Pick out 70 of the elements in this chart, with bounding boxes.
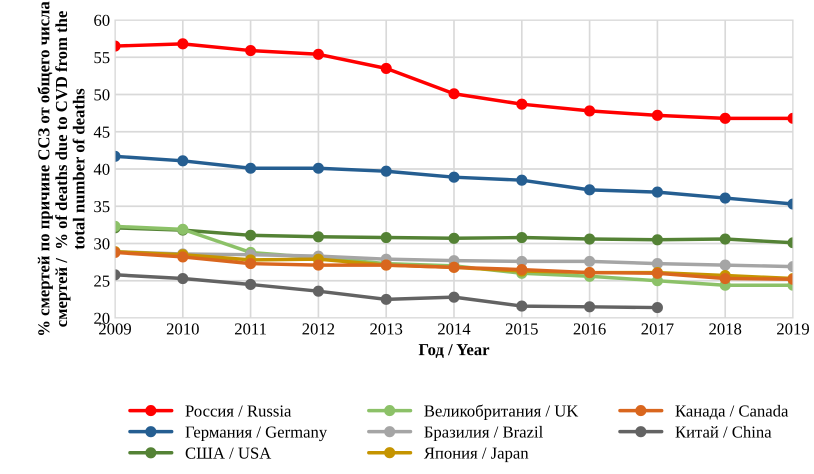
y-tick-label: 25 [94, 275, 110, 287]
point [380, 62, 392, 74]
y-axis-title: % смертей по причине ССЗ от общего числа смертей / % of deaths due to CVD from the total number of deaths [37, 2, 85, 336]
point [380, 166, 392, 177]
point [652, 186, 663, 198]
point [177, 155, 188, 166]
point [584, 233, 596, 245]
point [312, 231, 324, 242]
x-tick-label: 2009 [99, 323, 131, 335]
point [245, 44, 256, 56]
point [177, 38, 188, 50]
point [516, 232, 528, 244]
point [380, 294, 392, 305]
x-tick-label: 2018 [709, 323, 742, 335]
point [245, 162, 256, 174]
point [652, 110, 663, 121]
y-tick-label: 60 [94, 14, 110, 26]
legend-label: Япония / Japan [424, 448, 528, 462]
x-axis-title: Год / Year [418, 344, 490, 358]
x-tick-label: 2011 [234, 323, 266, 335]
point [720, 272, 731, 284]
x-tick-label: 2015 [506, 323, 538, 335]
legend-label: Китай / China [675, 426, 772, 438]
x-tick-label: 2012 [302, 323, 334, 335]
point [652, 302, 663, 314]
legend-label: Великобритания / UK [424, 404, 578, 420]
y-tick-label: 55 [94, 52, 110, 64]
x-tick-label: 2010 [166, 323, 199, 335]
point [720, 260, 731, 271]
y-tick-label: 20 [94, 312, 110, 324]
point [584, 301, 596, 312]
point [584, 256, 596, 267]
point [584, 105, 596, 116]
point [652, 234, 663, 246]
legend-label: Россия / Russia [185, 405, 292, 417]
legend-label: Бразилия / Brazil [424, 426, 543, 442]
point [312, 260, 324, 271]
x-tick-label: 2014 [438, 323, 470, 335]
point [720, 192, 731, 204]
y-tick-label: 40 [94, 164, 110, 175]
y-tick-label: 30 [94, 238, 110, 250]
point [448, 172, 460, 183]
y-tick-label: 50 [94, 89, 110, 100]
legend-label: США / USA [186, 448, 272, 459]
x-tick-label: 2019 [777, 323, 809, 335]
point [380, 232, 392, 244]
point [245, 230, 256, 241]
y-tick-label: 45 [94, 126, 110, 138]
point [516, 174, 528, 186]
point [652, 258, 663, 270]
point [245, 258, 256, 270]
point [720, 112, 731, 124]
point [516, 300, 528, 312]
point [312, 162, 324, 174]
point [720, 233, 731, 245]
point [312, 286, 324, 297]
point [448, 88, 460, 100]
point [448, 292, 460, 303]
point [516, 98, 528, 110]
legend-label: Германия / Germany [185, 426, 328, 442]
point [312, 48, 324, 60]
legend-label: Канада / Canada [675, 404, 788, 420]
point [448, 232, 460, 244]
y-tick-label: 35 [94, 200, 110, 212]
point [584, 184, 596, 196]
x-tick-label: 2017 [641, 323, 674, 335]
point [177, 272, 188, 284]
point [245, 278, 256, 290]
x-tick-label: 2013 [370, 323, 402, 335]
x-tick-label: 2016 [574, 323, 606, 335]
